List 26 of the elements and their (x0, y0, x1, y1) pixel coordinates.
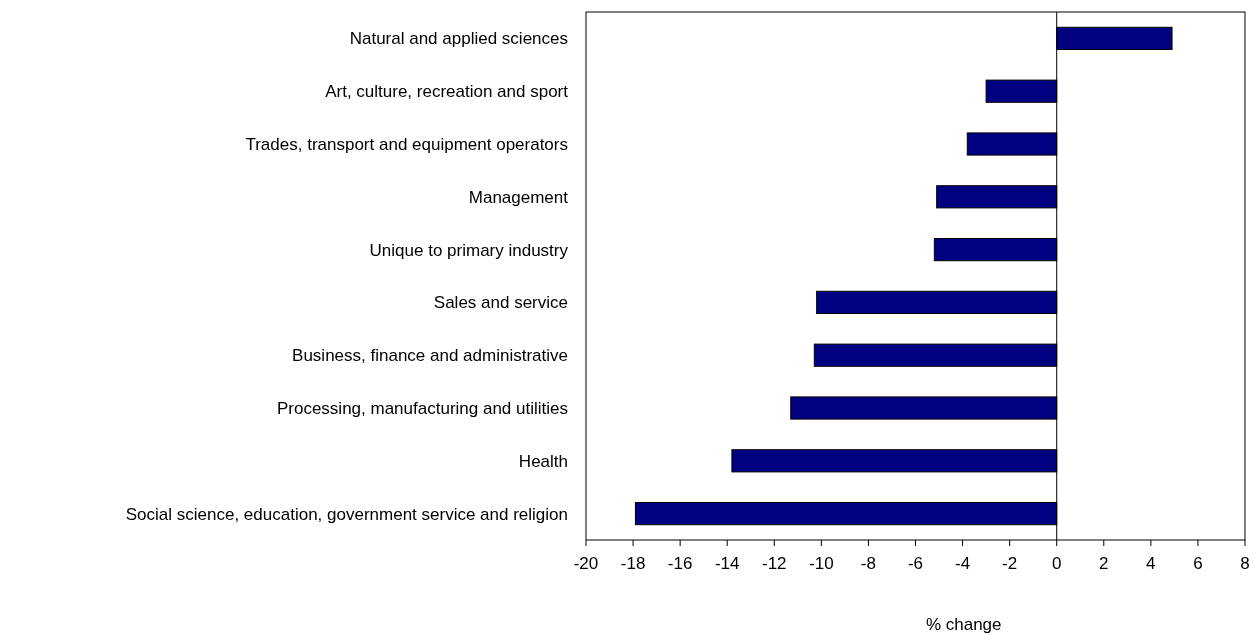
y-tick-label: Unique to primary industry (369, 240, 569, 260)
y-tick-label: Art, culture, recreation and sport (325, 82, 569, 102)
x-tick-label: -2 (1002, 554, 1018, 573)
x-tick-label: -6 (907, 554, 924, 573)
x-tick-label: -10 (809, 554, 834, 573)
x-tick-label: 8 (1240, 554, 1250, 573)
x-tick-label: -16 (667, 554, 693, 573)
y-tick-label: Trades, transport and equipment operators (245, 134, 568, 154)
x-tick-label: 0 (1051, 554, 1062, 573)
y-tick-label: Management (468, 187, 569, 207)
x-tick-label: -14 (714, 554, 740, 573)
y-tick-label: Social science, education, government service and religion (125, 504, 568, 524)
y-tick-label: Business, finance and administrative (292, 346, 568, 366)
y-tick-label: Health (518, 451, 568, 471)
x-axis-title: % change (925, 615, 1002, 634)
x-tick-label: -20 (573, 554, 599, 573)
y-tick-label: Sales and service (433, 293, 568, 313)
x-tick-label: -18 (620, 554, 646, 573)
x-tick-label: -12 (762, 554, 787, 573)
x-tick-label: 4 (1146, 554, 1156, 573)
y-tick-label: Processing, manufacturing and utilities (276, 398, 568, 418)
x-tick-label: -8 (860, 554, 876, 573)
x-tick-label: 6 (1193, 554, 1203, 573)
y-tick-label: Natural and applied sciences (349, 29, 568, 49)
x-tick-label: -4 (955, 554, 971, 573)
x-tick-label: 2 (1099, 554, 1109, 573)
